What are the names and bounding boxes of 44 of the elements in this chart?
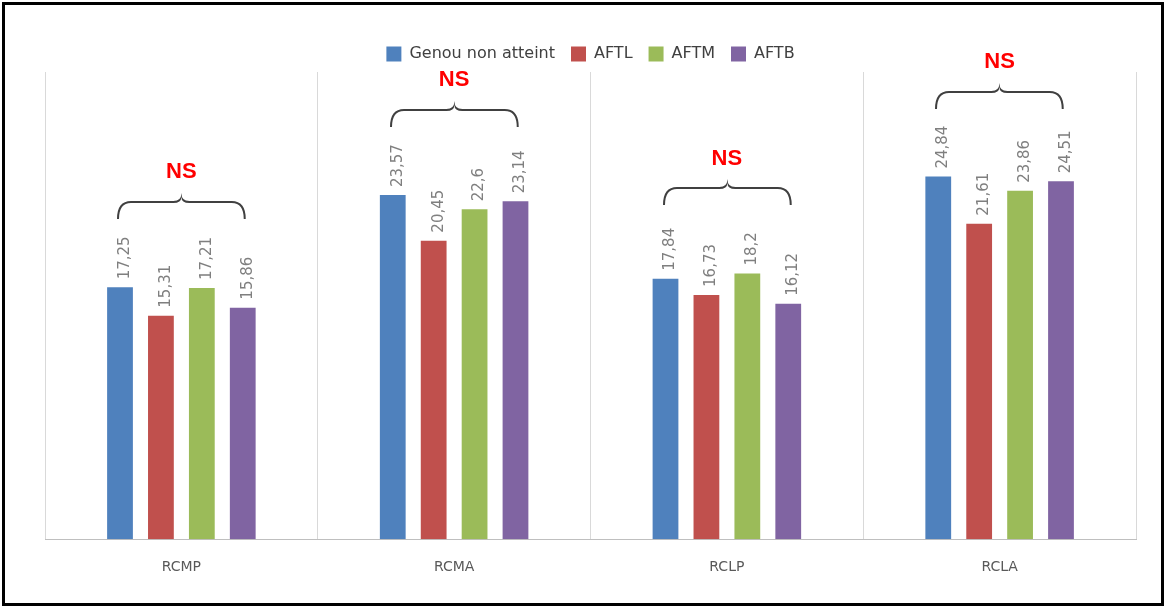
bar [379, 195, 406, 540]
bar [148, 315, 174, 540]
x-tick-label: RCMA [433, 558, 475, 575]
data-label: 17,25 [114, 236, 133, 280]
x-tick-label: RCLA [981, 558, 1019, 575]
annotation: NS [711, 144, 743, 170]
x-tick-label: RCLP [709, 558, 745, 575]
data-label: 21,61 [974, 172, 993, 216]
data-label: 23,57 [387, 144, 406, 188]
x-tick-label: RCMP [161, 558, 202, 575]
data-label: 15,31 [155, 264, 174, 308]
legend-label: AFTM [671, 43, 715, 63]
data-label: 16,12 [783, 252, 802, 296]
bar [693, 294, 720, 540]
bar [1007, 190, 1033, 540]
bar [188, 287, 215, 540]
bar [420, 240, 447, 540]
data-label: 24,84 [933, 125, 952, 169]
data-label: 23,86 [1014, 139, 1033, 183]
data-label: 20,45 [428, 189, 447, 233]
bar [652, 278, 679, 540]
data-label: 18,2 [742, 232, 761, 266]
annotation: NS [166, 158, 197, 184]
data-label: 23,14 [510, 150, 529, 194]
bar [925, 176, 952, 540]
bar [775, 303, 802, 540]
bar [229, 307, 256, 540]
bar [107, 287, 133, 540]
data-label: 15,86 [237, 256, 256, 300]
data-label: 24,51 [1055, 130, 1074, 174]
bar [502, 201, 529, 540]
bar [966, 223, 993, 540]
legend-label: AFTB [754, 43, 795, 63]
bar [734, 273, 761, 540]
bar [1048, 181, 1074, 540]
data-label: 22,6 [469, 167, 488, 202]
annotation: NS [438, 66, 470, 92]
data-label: 17,84 [660, 227, 679, 271]
data-label: 16,73 [701, 243, 720, 287]
text: NS [984, 47, 1015, 73]
legend-label: Genou non atteint [409, 43, 555, 63]
data-label: 17,21 [196, 236, 215, 280]
bar [461, 209, 488, 540]
legend-label: AFTL [594, 43, 633, 63]
